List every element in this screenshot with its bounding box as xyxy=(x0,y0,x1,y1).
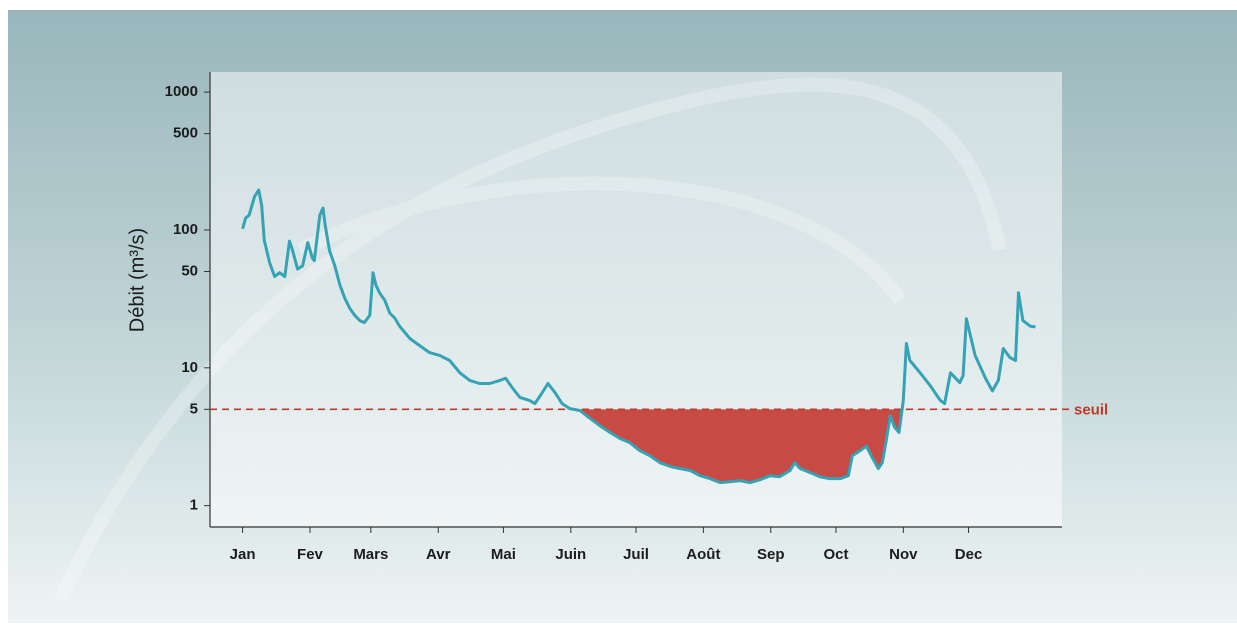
line xyxy=(241,188,1036,485)
y-tick-label: 5 xyxy=(190,400,198,417)
x-tick-label: Jan xyxy=(230,546,256,563)
x-tick-label: Sep xyxy=(757,546,785,563)
y-tick-label: 50 xyxy=(181,262,198,279)
y-tick-label: 1 xyxy=(190,497,198,514)
plot-area xyxy=(210,72,1062,527)
x-tick-label: Oct xyxy=(823,546,848,563)
x-tick-label: Juin xyxy=(555,546,586,563)
x-tick-label: Mai xyxy=(491,546,516,563)
y-tick-label: 100 xyxy=(173,221,198,238)
x-tick-label: Avr xyxy=(426,546,451,563)
y-tick-label: 1000 xyxy=(165,83,198,100)
x-tick-label: Dec xyxy=(955,546,983,563)
threshold-label: seuil xyxy=(1074,401,1108,418)
deficit-area xyxy=(242,409,1036,483)
y-tick-label: 10 xyxy=(181,359,198,376)
x-tick-label: Nov xyxy=(889,546,918,563)
x-tick-label: Mars xyxy=(353,546,388,563)
y-tick-label: 500 xyxy=(173,125,198,142)
y-axis-label: Débit (m³/s) xyxy=(126,228,148,332)
x-tick-label: Juil xyxy=(623,546,649,563)
x-tick-label: Août xyxy=(686,546,720,563)
x-tick-label: Fev xyxy=(297,546,324,563)
